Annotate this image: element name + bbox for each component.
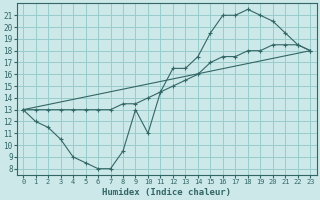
X-axis label: Humidex (Indice chaleur): Humidex (Indice chaleur): [102, 188, 231, 197]
